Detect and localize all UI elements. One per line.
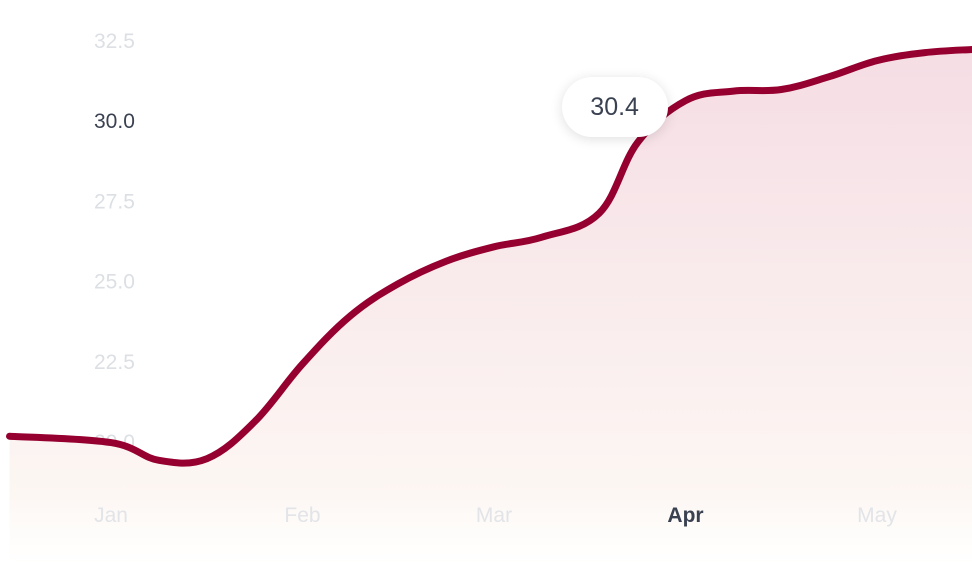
y-axis: 20.022.525.027.530.032.5	[94, 30, 135, 454]
series-line	[6, 45, 972, 467]
y-tick-label: 32.5	[94, 30, 135, 53]
area-fill	[9, 49, 972, 566]
area-bottom-fade	[9, 496, 972, 566]
x-tick-label: May	[857, 504, 897, 527]
x-axis: Jan Feb Mar Apr May	[94, 504, 897, 527]
y-tick-label: 30.0	[94, 110, 135, 133]
x-tick-label: Apr	[667, 504, 703, 527]
x-tick-label: Jan	[94, 504, 128, 527]
y-tick-label: 22.5	[94, 351, 135, 374]
x-tick-label: Feb	[284, 504, 320, 527]
value-tooltip: 30.4	[561, 77, 668, 138]
x-tick-label: Mar	[476, 504, 512, 527]
y-tick-label: 27.5	[94, 190, 135, 213]
y-tick-label: 25.0	[94, 271, 135, 294]
tooltip-value: 30.4	[590, 92, 639, 121]
